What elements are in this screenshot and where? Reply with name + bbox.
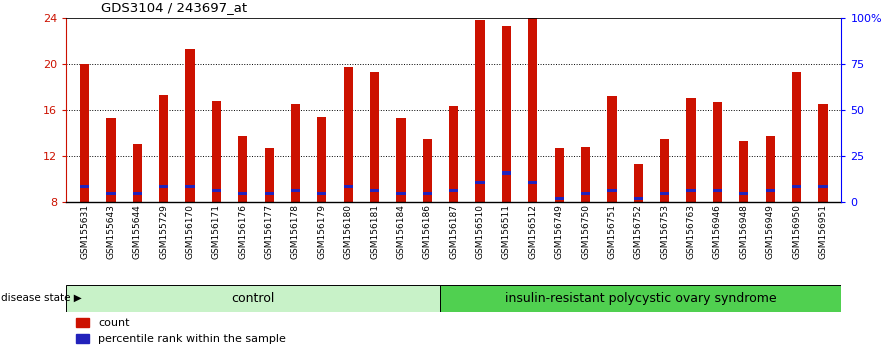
Text: GSM156186: GSM156186 [423, 204, 432, 259]
Bar [159, 95, 168, 202]
Bar [502, 171, 511, 175]
Bar [264, 192, 274, 195]
Bar [502, 26, 511, 202]
Text: GSM156512: GSM156512 [529, 204, 537, 259]
Text: GSM156176: GSM156176 [238, 204, 248, 259]
Bar [440, 285, 841, 312]
Text: insulin-resistant polycystic ovary syndrome: insulin-resistant polycystic ovary syndr… [505, 292, 777, 305]
Text: GSM156763: GSM156763 [686, 204, 695, 259]
Bar [80, 64, 89, 202]
Text: GSM156750: GSM156750 [581, 204, 590, 259]
Text: GSM156948: GSM156948 [739, 204, 748, 259]
Bar [581, 147, 590, 202]
Text: GSM156950: GSM156950 [792, 204, 801, 259]
Bar [133, 144, 142, 202]
Text: GSM155631: GSM155631 [80, 204, 89, 259]
Bar [633, 197, 643, 200]
Text: GSM156187: GSM156187 [449, 204, 458, 259]
Text: GSM156510: GSM156510 [476, 204, 485, 259]
Bar [739, 141, 748, 202]
Bar [766, 189, 774, 192]
Bar [818, 185, 827, 188]
Text: GSM156749: GSM156749 [555, 204, 564, 259]
Bar [238, 192, 248, 195]
Text: GSM155643: GSM155643 [107, 204, 115, 259]
Bar [423, 138, 432, 202]
Bar [396, 192, 405, 195]
Bar [185, 185, 195, 188]
Bar [107, 118, 115, 202]
Bar [423, 192, 432, 195]
Bar [607, 96, 617, 202]
Bar [449, 106, 458, 202]
Bar [476, 20, 485, 202]
Bar [529, 181, 537, 184]
Bar [476, 181, 485, 184]
Text: GSM156751: GSM156751 [607, 204, 617, 259]
Bar [633, 164, 643, 202]
Text: GSM156181: GSM156181 [370, 204, 379, 259]
Bar [107, 192, 115, 195]
Text: GSM156178: GSM156178 [291, 204, 300, 259]
Text: GSM156180: GSM156180 [344, 204, 352, 259]
Text: GSM156171: GSM156171 [212, 204, 221, 259]
Bar [370, 189, 379, 192]
Bar [66, 285, 440, 312]
Text: GSM156949: GSM156949 [766, 204, 774, 259]
Bar [766, 136, 774, 202]
Text: GSM156752: GSM156752 [633, 204, 643, 259]
Bar [211, 101, 221, 202]
Text: GSM156951: GSM156951 [818, 204, 827, 259]
Bar [133, 192, 142, 195]
Bar [238, 136, 248, 202]
Bar [607, 189, 617, 192]
Bar [792, 185, 801, 188]
Bar [449, 189, 458, 192]
Text: GDS3104 / 243697_at: GDS3104 / 243697_at [101, 1, 248, 14]
Bar [344, 67, 353, 202]
Bar [344, 185, 353, 188]
Bar [185, 49, 195, 202]
Bar [317, 116, 327, 202]
Bar [739, 192, 748, 195]
Text: GSM155729: GSM155729 [159, 204, 168, 259]
Bar [686, 98, 696, 202]
Bar [660, 138, 670, 202]
Bar [80, 185, 89, 188]
Bar [713, 102, 722, 202]
Bar [159, 185, 168, 188]
Text: GSM156177: GSM156177 [264, 204, 274, 259]
Bar [370, 72, 379, 202]
Text: GSM156184: GSM156184 [396, 204, 405, 259]
Bar [792, 72, 801, 202]
Legend: count, percentile rank within the sample: count, percentile rank within the sample [71, 313, 291, 348]
Bar [264, 148, 274, 202]
Bar [396, 118, 405, 202]
Bar [211, 189, 221, 192]
Text: GSM155644: GSM155644 [133, 204, 142, 259]
Bar [713, 189, 722, 192]
Text: GSM156511: GSM156511 [502, 204, 511, 259]
Text: GSM156946: GSM156946 [713, 204, 722, 259]
Bar [291, 189, 300, 192]
Text: GSM156753: GSM156753 [660, 204, 670, 259]
Bar [529, 18, 537, 202]
Text: GSM156179: GSM156179 [317, 204, 326, 259]
Text: control: control [232, 292, 275, 305]
Text: disease state ▶: disease state ▶ [1, 293, 82, 303]
Bar [660, 192, 670, 195]
Bar [554, 197, 564, 200]
Bar [818, 104, 827, 202]
Bar [317, 192, 327, 195]
Bar [686, 189, 696, 192]
Bar [554, 148, 564, 202]
Text: GSM156170: GSM156170 [186, 204, 195, 259]
Bar [291, 104, 300, 202]
Bar [581, 192, 590, 195]
